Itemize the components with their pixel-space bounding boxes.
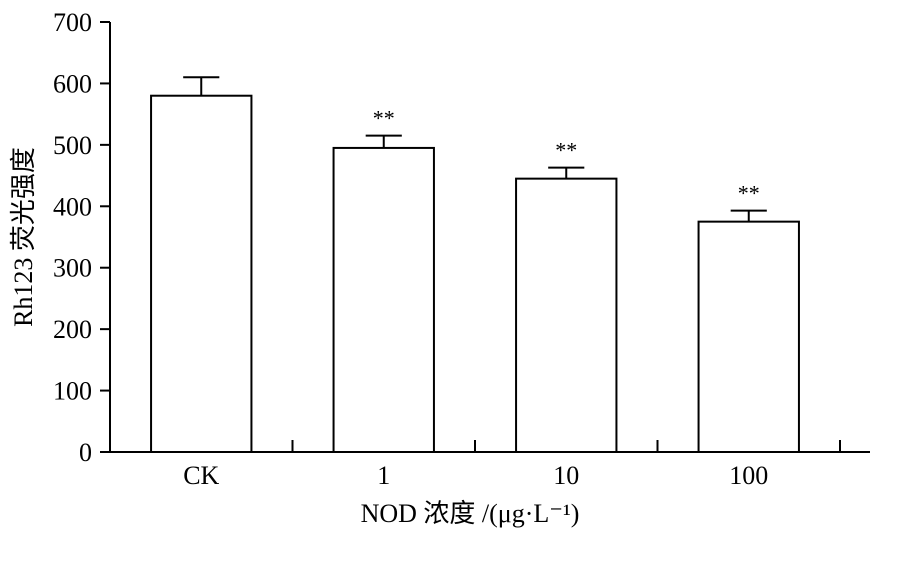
y-tick-label: 100 [53, 377, 92, 406]
bar [516, 179, 616, 452]
y-tick-label: 400 [53, 192, 92, 221]
y-tick-label: 600 [53, 69, 92, 98]
x-tick-label: 1 [377, 461, 390, 490]
x-tick-label: 100 [729, 461, 768, 490]
significance-marker: ** [555, 138, 577, 163]
bar [334, 148, 434, 452]
chart-svg: 0 100 200 300 400 500 600 700 CK ** 1 ** 10 ** 100 Rh12… [0, 0, 900, 561]
bar [151, 96, 251, 452]
significance-marker: ** [738, 181, 760, 206]
y-tick-label: 700 [53, 8, 92, 37]
y-tick-label: 500 [53, 131, 92, 160]
x-axis-label: NOD 浓度 /(μg·L⁻¹) [361, 499, 580, 528]
y-tick-label: 200 [53, 315, 92, 344]
y-tick-label: 300 [53, 254, 92, 283]
significance-marker: ** [373, 106, 395, 131]
chart-container: 0 100 200 300 400 500 600 700 CK ** 1 ** 10 ** 100 Rh12… [0, 0, 900, 561]
x-tick-label: CK [183, 461, 219, 490]
y-tick-label: 0 [79, 438, 92, 467]
x-tick-label: 10 [553, 461, 579, 490]
y-axis-label: Rh123 荧光强度 [9, 147, 38, 327]
bar [699, 222, 799, 452]
